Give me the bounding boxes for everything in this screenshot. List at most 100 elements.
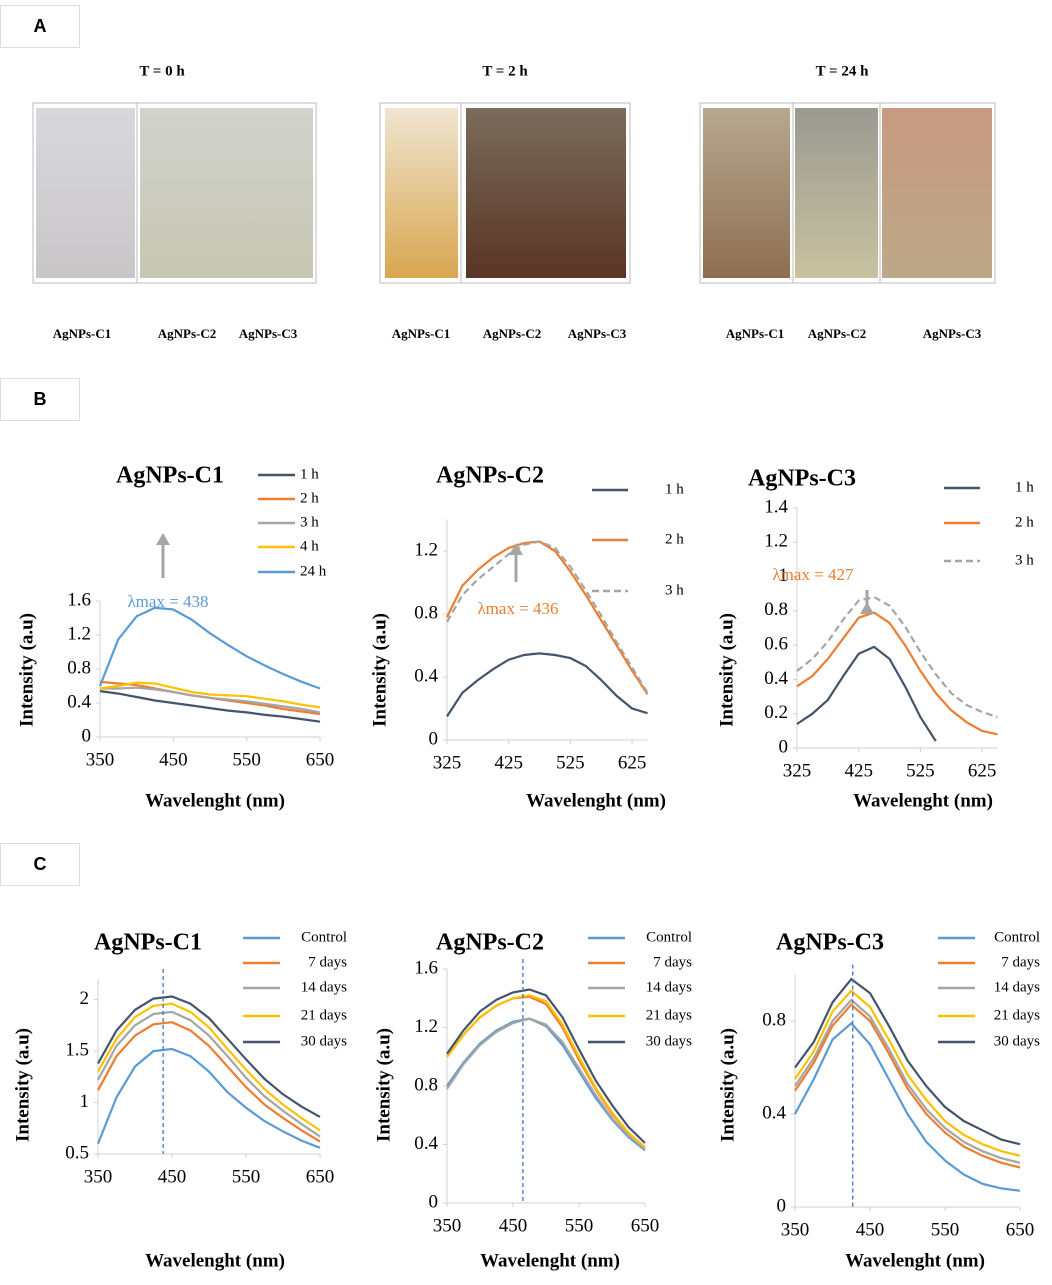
- legend-label: 30 days: [994, 1033, 1040, 1049]
- legend-label: 3 h: [665, 582, 684, 598]
- series-line: [97, 1021, 321, 1143]
- photo: [385, 108, 458, 278]
- x-tick-label: 450: [499, 1215, 528, 1236]
- y-tick-label: 0.8: [414, 602, 438, 623]
- legend-label: 21 days: [301, 1007, 347, 1023]
- y-tick-label: 1.6: [414, 957, 438, 978]
- panel-label-box: [0, 378, 80, 421]
- time-label: T = 0 h: [139, 63, 185, 79]
- series-line: [794, 1021, 1021, 1192]
- y-tick-label: 0.8: [414, 1074, 438, 1095]
- y-tick-label: 0.8: [762, 1009, 786, 1030]
- x-tick-label: 525: [906, 760, 935, 781]
- legend-label: 7 days: [653, 954, 692, 970]
- sample-label: AgNPs-C3: [923, 326, 982, 341]
- y-tick-label: 1: [80, 1091, 90, 1112]
- x-tick-label: 650: [306, 1166, 335, 1187]
- x-tick-label: 325: [783, 760, 812, 781]
- panel-label: C: [34, 854, 47, 874]
- x-axis-label: Wavelenght (nm): [853, 790, 993, 811]
- annotation-arrowhead: [509, 543, 523, 555]
- x-axis-label: Wavelenght (nm): [845, 1250, 985, 1271]
- sample-label: AgNPs-C3: [568, 326, 627, 341]
- series-line: [96, 1047, 321, 1149]
- panel-label: B: [34, 389, 47, 409]
- y-axis-label: Intensity (a.u): [16, 613, 37, 727]
- x-axis-label: Wavelenght (nm): [145, 790, 285, 811]
- series-line: [446, 540, 649, 695]
- legend-label: Control: [301, 929, 347, 945]
- sample-label: AgNPs-C1: [53, 326, 112, 341]
- y-tick-label: 1.2: [764, 531, 788, 552]
- legend-label: 7 days: [1001, 954, 1040, 970]
- legend-label: 21 days: [646, 1007, 692, 1023]
- x-tick-label: 450: [158, 1166, 187, 1187]
- panel-label-box: [0, 843, 80, 886]
- x-tick-label: 350: [84, 1166, 113, 1187]
- y-axis-label: Intensity (a.u): [12, 1028, 33, 1142]
- series-line: [97, 1002, 321, 1132]
- chart-title: AgNPs-C1: [116, 463, 224, 489]
- x-tick-label: 525: [556, 752, 585, 773]
- x-tick-label: 650: [1006, 1219, 1035, 1240]
- y-tick-label: 0.6: [764, 634, 788, 655]
- chart-title: AgNPs-C3: [748, 466, 856, 492]
- y-tick-label: 0.8: [764, 599, 788, 620]
- series-line: [794, 977, 1021, 1146]
- photo: [36, 108, 135, 278]
- time-label: T = 2 h: [482, 63, 528, 79]
- x-tick-label: 650: [306, 749, 335, 770]
- y-tick-label: 0.5: [65, 1142, 89, 1163]
- chart-title: AgNPs-C3: [776, 930, 884, 956]
- photo: [882, 108, 992, 278]
- series-line: [446, 540, 649, 694]
- annotation-arrowhead: [156, 533, 170, 545]
- y-tick-label: 0.2: [764, 702, 788, 723]
- y-tick-label: 1.2: [414, 539, 438, 560]
- series-line: [446, 988, 646, 1144]
- sample-label: AgNPs-C3: [239, 326, 298, 341]
- legend-label: 14 days: [301, 979, 347, 995]
- legend-label: Control: [994, 929, 1040, 945]
- y-tick-label: 0.4: [414, 665, 438, 686]
- sample-label: AgNPs-C2: [808, 326, 867, 341]
- legend-label: 1 h: [1015, 479, 1034, 495]
- y-axis-label: Intensity (a.u): [717, 1028, 738, 1142]
- x-axis-label: Wavelenght (nm): [145, 1250, 285, 1271]
- legend-label: 2 h: [665, 531, 684, 547]
- series-line: [97, 995, 321, 1118]
- photo: [466, 108, 626, 278]
- y-tick-label: 0.4: [414, 1133, 438, 1154]
- legend-label: 14 days: [994, 979, 1040, 995]
- y-tick-label: 0.4: [764, 668, 788, 689]
- series-line: [446, 994, 646, 1149]
- series-line: [98, 606, 321, 690]
- legend-label: 30 days: [301, 1033, 347, 1049]
- series-line: [446, 652, 648, 718]
- legend-label: 3 h: [1015, 552, 1034, 568]
- y-tick-label: 1.2: [414, 1016, 438, 1037]
- y-tick-label: 0: [779, 736, 789, 757]
- annotation-arrowhead: [860, 602, 874, 614]
- y-axis-label: Intensity (a.u): [369, 613, 390, 727]
- chart-title: AgNPs-C2: [436, 463, 544, 489]
- sample-label: AgNPs-C1: [392, 326, 451, 341]
- series-line: [99, 681, 321, 709]
- legend-label: 1 h: [300, 466, 319, 482]
- legend-label: 1 h: [665, 481, 684, 497]
- chart-title: AgNPs-C2: [436, 930, 544, 956]
- y-axis-label: Intensity (a.u): [716, 613, 737, 727]
- photo: [703, 108, 790, 278]
- legend-label: 21 days: [994, 1007, 1040, 1023]
- y-tick-label: 2: [80, 988, 90, 1009]
- x-tick-label: 350: [781, 1219, 810, 1240]
- x-tick-label: 350: [86, 749, 115, 770]
- legend-label: 7 days: [308, 954, 347, 970]
- series-line: [794, 1003, 1021, 1169]
- x-tick-label: 550: [931, 1219, 960, 1240]
- x-tick-label: 625: [618, 752, 647, 773]
- annotation: λmax = 438: [127, 592, 208, 611]
- x-tick-label: 550: [232, 1166, 261, 1187]
- y-tick-label: 1.4: [764, 496, 788, 517]
